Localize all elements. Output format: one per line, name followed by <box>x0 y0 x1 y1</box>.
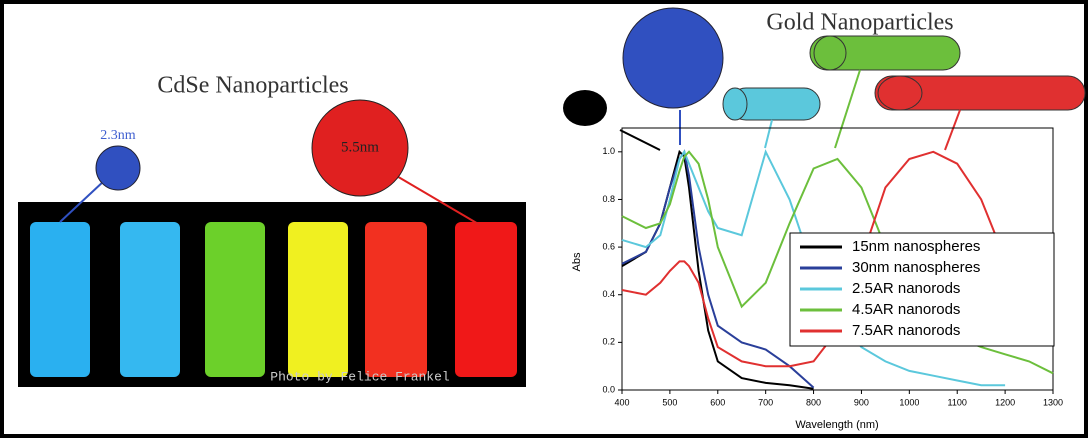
x-tick-label: 800 <box>806 397 821 407</box>
y-tick-label: 0.2 <box>602 337 615 347</box>
x-tick-label: 500 <box>662 397 677 407</box>
x-tick-label: 900 <box>854 397 869 407</box>
y-tick-label: 0.0 <box>602 384 615 394</box>
legend-label: 30nm nanospheres <box>852 259 980 276</box>
x-tick-label: 400 <box>614 397 629 407</box>
small-label: 2.3nm <box>100 128 136 143</box>
photo-credit: Photo by Felice Frankel <box>270 369 450 384</box>
x-tick-label: 700 <box>758 397 773 407</box>
x-tick-label: 600 <box>710 397 725 407</box>
y-tick-label: 0.6 <box>602 241 615 251</box>
x-tick-label: 1100 <box>948 397 967 407</box>
x-tick-label: 1300 <box>1043 397 1063 407</box>
y-axis-label: Abs <box>571 252 583 271</box>
x-axis-label: Wavelength (nm) <box>795 419 878 431</box>
y-tick-label: 1.0 <box>602 146 615 156</box>
small-dot <box>96 146 140 190</box>
x-tick-label: 1000 <box>899 397 919 407</box>
x-tick-label: 1200 <box>995 397 1015 407</box>
photo <box>18 202 526 387</box>
legend-label: 15nm nanospheres <box>852 238 980 255</box>
large-label: 5.5nm <box>341 139 379 155</box>
y-tick-label: 0.8 <box>602 194 615 204</box>
legend-label: 7.5AR nanorods <box>852 322 960 339</box>
legend-label: 2.5AR nanorods <box>852 280 960 297</box>
legend-label: 4.5AR nanorods <box>852 301 960 318</box>
slide: CdSe Nanoparticles Photo by Felice Frank… <box>0 0 1088 438</box>
y-tick-label: 0.4 <box>602 289 615 299</box>
photo-title: CdSe Nanoparticles <box>157 73 348 99</box>
chart-title: Gold Nanoparticles <box>766 10 953 36</box>
